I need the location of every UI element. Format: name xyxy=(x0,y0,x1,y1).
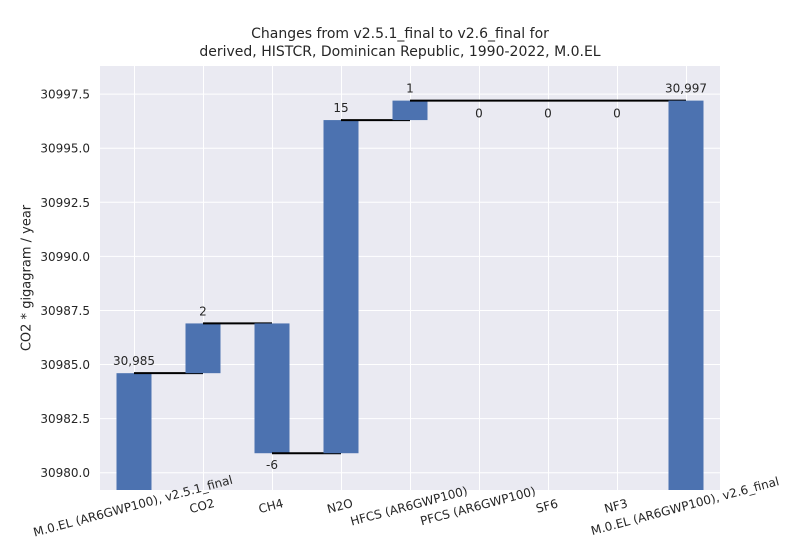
chart-title-line-2: derived, HISTCR, Dominican Republic, 199… xyxy=(199,44,601,60)
waterfall-bar xyxy=(254,323,290,454)
data-label: -6 xyxy=(266,458,278,472)
y-tick-label: 30992.5 xyxy=(40,196,90,210)
y-tick-label: 30997.5 xyxy=(40,88,90,102)
data-label: 30,997 xyxy=(665,82,707,96)
y-tick-label: 30995.0 xyxy=(40,142,90,156)
x-tick-label: SF6 xyxy=(534,497,559,516)
y-tick-label: 30980.0 xyxy=(40,466,90,480)
waterfall-bar xyxy=(392,100,428,121)
data-label: 15 xyxy=(333,101,348,115)
waterfall-bar xyxy=(116,373,152,490)
y-tick-label: 30985.0 xyxy=(40,358,90,372)
y-axis-label: CO2 * gigagram / year xyxy=(19,204,35,352)
y-tick-label: 30982.5 xyxy=(40,412,90,426)
chart-title-line-1: Changes from v2.5.1_final to v2.6_final … xyxy=(251,26,549,42)
x-tick-label: NF3 xyxy=(603,496,629,516)
waterfall-bar xyxy=(668,100,704,490)
waterfall-bar xyxy=(185,323,221,374)
data-label: 0 xyxy=(475,107,483,121)
x-tick-label: CO2 xyxy=(188,496,216,516)
data-label: 0 xyxy=(613,107,621,121)
data-label: 0 xyxy=(544,107,552,121)
waterfall-bar xyxy=(323,120,359,454)
x-tick-label: N2O xyxy=(326,496,355,516)
y-tick-label: 30987.5 xyxy=(40,304,90,318)
data-label: 2 xyxy=(199,304,207,318)
x-tick-label: CH4 xyxy=(257,496,285,516)
data-label: 1 xyxy=(406,82,414,96)
data-label: 30,985 xyxy=(113,354,155,368)
y-tick-label: 30990.0 xyxy=(40,250,90,264)
